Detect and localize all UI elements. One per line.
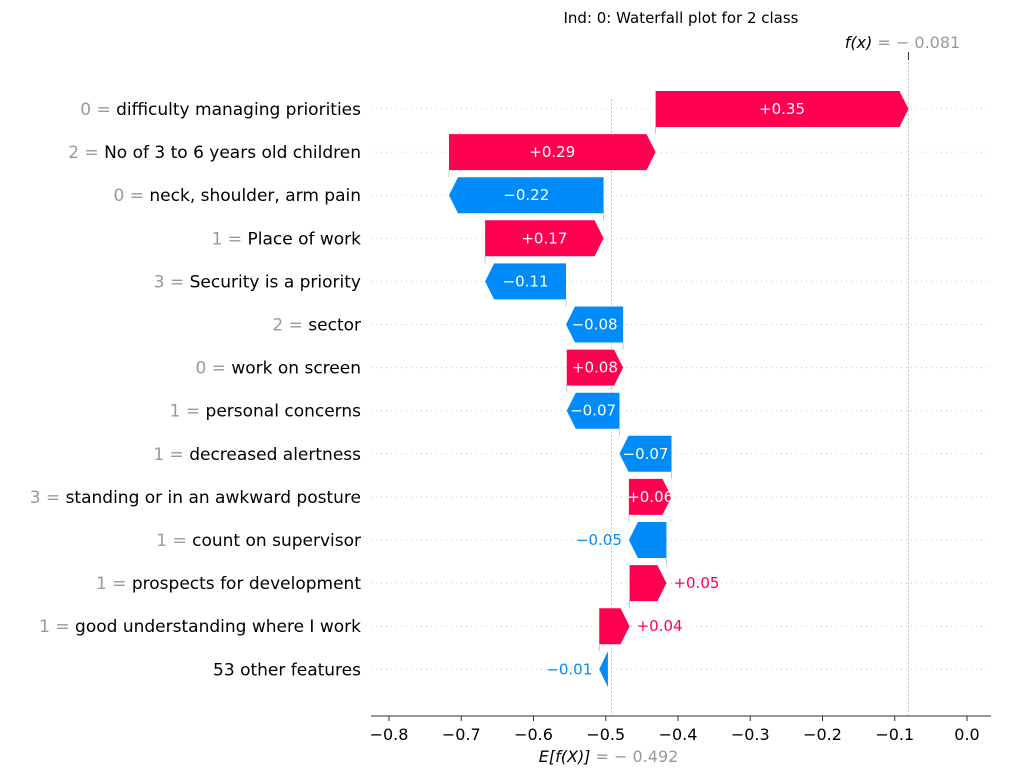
feature-name: neck, shoulder, arm pain bbox=[149, 186, 361, 206]
positive-bar bbox=[599, 608, 630, 645]
feature-label: 1 = personal concerns bbox=[170, 402, 361, 422]
positive-bar bbox=[628, 478, 672, 515]
feature-value: 2 = bbox=[68, 143, 104, 163]
feature-labels: 0 = difficulty managing priorities 2 = No… bbox=[30, 100, 362, 680]
positive-bar bbox=[566, 349, 624, 386]
feature-name: work on screen bbox=[231, 359, 361, 379]
bar-value-label: −0.08 bbox=[572, 316, 618, 334]
negative-bar bbox=[619, 435, 672, 472]
fx-value: − 0.081 bbox=[896, 33, 960, 52]
feature-name: No of 3 to 6 years old children bbox=[104, 143, 361, 163]
positive-bar bbox=[655, 91, 909, 127]
feature-label: 53 other features bbox=[213, 660, 361, 680]
positive-bar bbox=[629, 565, 667, 602]
feature-name: prospects for development bbox=[132, 574, 361, 594]
feature-name: decreased alertness bbox=[189, 445, 361, 465]
fx-sep: = bbox=[872, 33, 896, 52]
feature-name: count on supervisor bbox=[192, 531, 361, 551]
feature-value: 0 = bbox=[80, 100, 116, 120]
bar-value-label: +0.08 bbox=[572, 359, 618, 377]
bars-group: +0.35 +0.29 −0.22 +0.17 −0.11 −0.08 +0.08 −0.07… bbox=[448, 91, 909, 688]
bar-value-label: −0.07 bbox=[570, 402, 616, 420]
feature-label: 1 = Place of work bbox=[212, 229, 362, 249]
base-value-label: E[f(X)] = − 0.492 bbox=[539, 747, 679, 766]
positive-bar bbox=[485, 220, 604, 257]
base-text: E[f(X)] = − 0.492 bbox=[539, 747, 679, 766]
bar-value-label: +0.17 bbox=[521, 229, 567, 247]
bar-value-label: +0.05 bbox=[673, 574, 719, 592]
feature-value: 1 = bbox=[153, 445, 189, 465]
feature-label: 1 = good understanding where I work bbox=[39, 617, 361, 637]
feature-label: 2 = No of 3 to 6 years old children bbox=[68, 143, 361, 163]
fx-text: f(x) = − 0.081 bbox=[845, 33, 960, 52]
feature-name: 53 other features bbox=[213, 660, 361, 680]
bar-value-label: −0.05 bbox=[576, 531, 622, 549]
bar-value-label: +0.35 bbox=[759, 100, 805, 118]
negative-bar bbox=[566, 306, 624, 343]
feature-value: 3 = bbox=[154, 272, 190, 292]
x-tick-label: 0.0 bbox=[954, 725, 979, 744]
negative-bar bbox=[485, 263, 567, 300]
feature-name: personal concerns bbox=[206, 402, 362, 422]
feature-value: 2 = bbox=[272, 316, 308, 336]
x-axis: −0.8 −0.7 −0.6 −0.5 −0.4 −0.3 −0.2 −0.1 0.0 bbox=[370, 715, 991, 744]
x-tick-label: −0.3 bbox=[731, 725, 770, 744]
bar-value-label: +0.04 bbox=[637, 617, 683, 635]
feature-name: sector bbox=[308, 316, 361, 336]
feature-label: 1 = decreased alertness bbox=[153, 445, 361, 465]
feature-label: 3 = standing or in an awkward posture bbox=[30, 488, 361, 508]
base-prefix: E[f(X)] bbox=[539, 747, 591, 766]
feature-value: 3 = bbox=[30, 488, 66, 508]
negative-bar bbox=[599, 651, 608, 688]
feature-name: Security is a priority bbox=[190, 272, 361, 292]
negative-bar bbox=[448, 177, 604, 214]
positive-bar bbox=[448, 134, 656, 171]
bar-value-label: +0.29 bbox=[529, 143, 575, 161]
bar-value-label: −0.22 bbox=[503, 186, 549, 204]
base-sep: = bbox=[590, 747, 614, 766]
x-tick-label: −0.7 bbox=[442, 725, 481, 744]
feature-name: difficulty managing priorities bbox=[116, 100, 361, 120]
feature-value: 1 = bbox=[96, 574, 132, 594]
feature-label: 0 = difficulty managing priorities bbox=[80, 100, 361, 120]
row-gridlines bbox=[371, 108, 991, 670]
x-tick-label: −0.8 bbox=[370, 725, 409, 744]
x-tick-label: −0.6 bbox=[514, 725, 553, 744]
feature-label: 0 = neck, shoulder, arm pain bbox=[114, 186, 361, 206]
bar-value-label: +0.06 bbox=[627, 488, 673, 506]
feature-name: standing or in an awkward posture bbox=[66, 488, 361, 508]
feature-value: 0 = bbox=[114, 186, 150, 206]
base-value: − 0.492 bbox=[614, 747, 678, 766]
x-tick-label: −0.2 bbox=[803, 725, 842, 744]
feature-value: 1 = bbox=[170, 402, 206, 422]
bar-value-label: −0.07 bbox=[623, 445, 669, 463]
feature-name: good understanding where I work bbox=[75, 617, 361, 637]
bar-value-label: −0.01 bbox=[546, 660, 592, 678]
feature-value: 1 = bbox=[156, 531, 192, 551]
feature-label: 3 = Security is a priority bbox=[154, 272, 361, 292]
feature-label: 0 = work on screen bbox=[195, 359, 361, 379]
feature-name: Place of work bbox=[247, 229, 361, 249]
fx-prefix: f(x) bbox=[845, 33, 873, 52]
feature-value: 1 = bbox=[212, 229, 248, 249]
negative-bar bbox=[628, 522, 667, 558]
bar-value-label: −0.11 bbox=[503, 272, 549, 290]
x-tick-label: −0.5 bbox=[586, 725, 625, 744]
feature-value: 0 = bbox=[195, 359, 231, 379]
feature-label: 2 = sector bbox=[272, 316, 361, 336]
feature-value: 1 = bbox=[39, 617, 75, 637]
feature-label: 1 = count on supervisor bbox=[156, 531, 361, 551]
x-tick-label: −0.4 bbox=[659, 725, 698, 744]
negative-bar bbox=[566, 392, 620, 429]
chart-title: Ind: 0: Waterfall plot for 2 class bbox=[563, 9, 798, 27]
x-tick-label: −0.1 bbox=[875, 725, 914, 744]
feature-label: 1 = prospects for development bbox=[96, 574, 361, 594]
fx-label: f(x) = − 0.081 bbox=[845, 33, 960, 60]
